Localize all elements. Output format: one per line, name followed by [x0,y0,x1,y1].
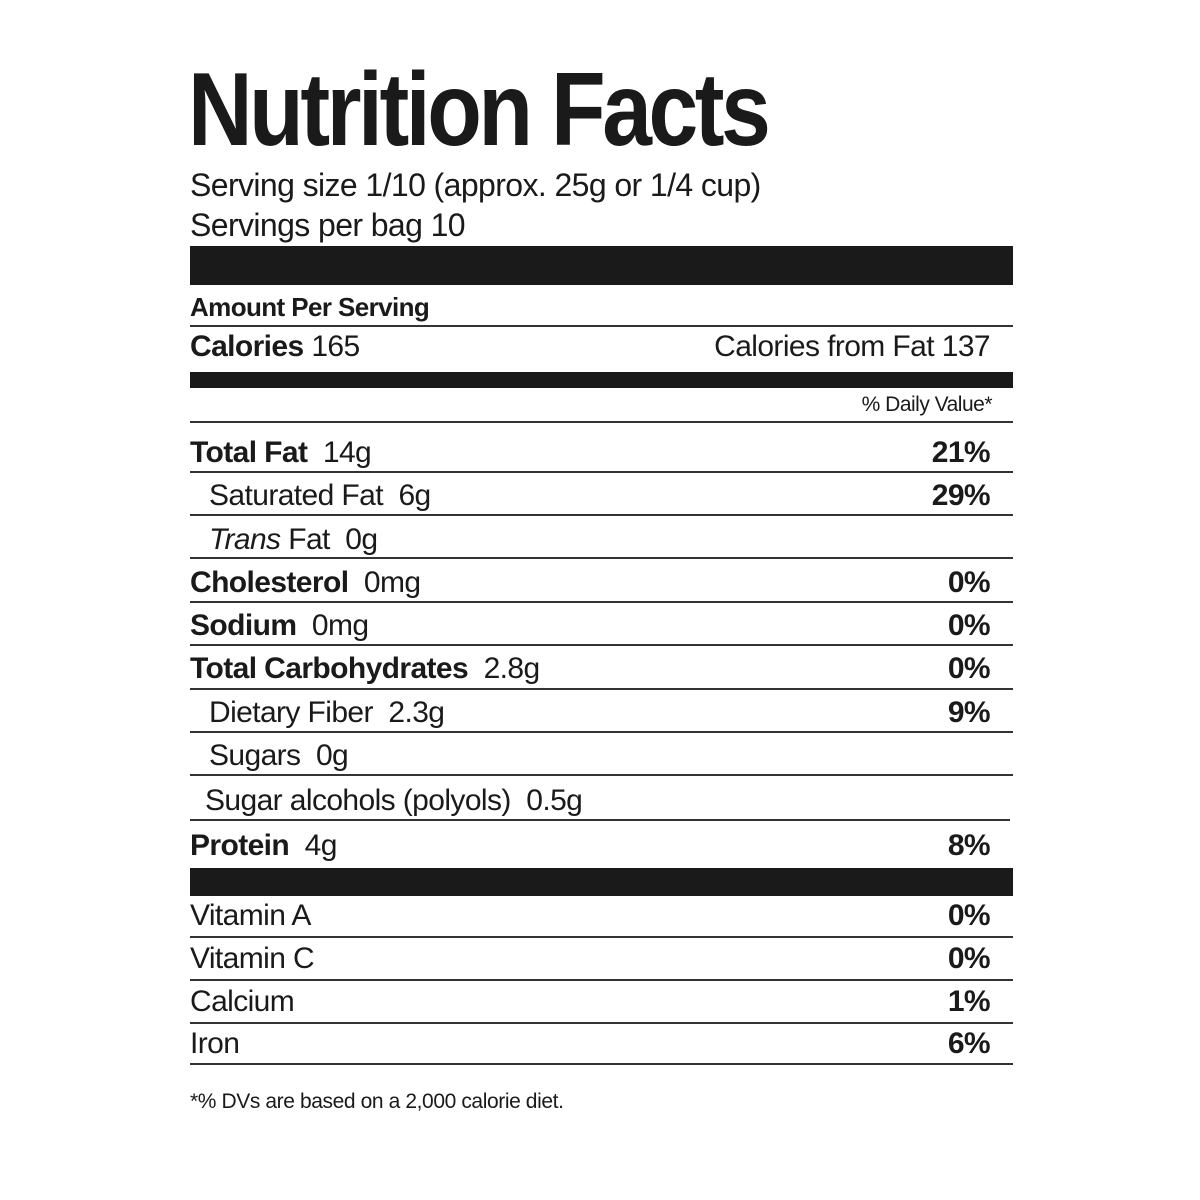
divider [190,1063,1013,1065]
vitamin-name: Calcium [190,985,295,1018]
nutrient-amount: 0g [315,739,349,772]
thick-divider [190,868,1013,896]
calories-value: 165 [311,330,360,363]
nutrient-daily-value: 9% [947,696,991,729]
serving-size: Serving size 1/10 (approx. 25g or 1/4 cu… [190,167,761,203]
nutrient-row: Sugars 0g [190,738,990,774]
nutrient-name: Dietary Fiber [209,696,374,729]
vitamin-row: Vitamin A 0% [190,898,991,934]
nutrient-name-suffix: Fat [288,523,330,556]
nutrient-name: Saturated Fat [209,479,384,512]
nutrient-amount: 0.5g [526,784,583,817]
nutrient-name: Sugars [209,739,301,772]
nutrient-row: Protein 4g 8% [190,828,991,864]
vitamin-row: Calcium 1% [190,984,991,1020]
divider [190,644,1013,646]
vitamin-daily-value: 1% [947,985,991,1018]
nutrient-row: Saturated Fat 6g 29% [190,478,991,514]
calories-row: Calories 165 Calories from Fat 137 [190,329,991,365]
nutrient-row: Dietary Fiber 2.3g 9% [190,695,991,731]
divider [190,774,1013,776]
nutrient-daily-value: 0% [947,609,991,642]
vitamin-row: Iron 6% [190,1026,991,1062]
nutrient-row: Sugar alcohols (polyols) 0.5g [190,783,990,819]
nutrient-amount: 0g [345,523,378,556]
divider [190,979,1013,981]
nutrient-amount: 2.8g [483,652,541,685]
nutrient-amount: 14g [322,436,372,469]
thick-divider [190,246,1013,285]
nutrient-name: Total Fat [190,436,308,469]
medium-divider [190,372,1013,388]
servings-per-container: Servings per bag 10 [190,207,466,243]
nutrient-daily-value: 8% [947,829,991,862]
vitamin-daily-value: 0% [947,899,991,932]
daily-value-header: % Daily Value* [861,393,993,416]
vitamin-name: Vitamin C [190,942,315,975]
calories-label: Calories [190,330,304,363]
divider [190,601,1013,603]
nutrient-amount: 0mg [311,609,369,642]
vitamin-daily-value: 6% [947,1027,991,1060]
nutrient-name: Cholesterol [190,566,349,599]
divider [190,325,1013,327]
nutrient-amount: 0mg [363,566,421,599]
nutrient-amount: 6g [398,479,431,512]
divider [190,421,1013,423]
divider [190,731,1013,733]
nutrient-name: Trans [209,523,281,556]
vitamin-name: Iron [190,1027,240,1060]
nutrient-name: Sodium [190,609,297,642]
nutrient-row: Cholesterol 0mg 0% [190,565,991,601]
divider [190,1022,1013,1024]
nutrient-name: Sugar alcohols (polyols) [205,784,511,817]
nutrient-daily-value: 0% [947,566,991,599]
label-title: Nutrition Facts [188,52,771,168]
nutrient-daily-value: 21% [931,436,991,469]
amount-per-serving: Amount Per Serving [190,292,430,322]
nutrient-row: Trans Fat 0g [190,522,990,558]
divider [190,514,1013,516]
divider [190,557,1013,559]
vitamin-name: Vitamin A [190,899,311,932]
nutrient-row: Sodium 0mg 0% [190,608,991,644]
divider [190,688,1013,690]
nutrient-daily-value: 0% [947,652,991,685]
divider [190,819,1010,821]
nutrient-row: Total Fat 14g 21% [190,435,991,471]
vitamin-row: Vitamin C 0% [190,941,991,977]
footnote: *% DVs are based on a 2,000 calorie diet… [190,1090,564,1113]
calories-from-fat-label: Calories from Fat [714,330,934,363]
nutrient-amount: 2.3g [388,696,445,729]
calories-from-fat-value: 137 [941,330,991,363]
vitamin-daily-value: 0% [947,942,991,975]
nutrient-amount: 4g [304,829,338,862]
divider [190,471,1013,473]
nutrient-daily-value: 29% [931,479,991,512]
nutrient-name: Protein [190,829,290,862]
nutrient-row: Total Carbohydrates 2.8g 0% [190,651,991,687]
divider [190,936,1013,938]
nutrient-name: Total Carbohydrates [190,652,469,685]
